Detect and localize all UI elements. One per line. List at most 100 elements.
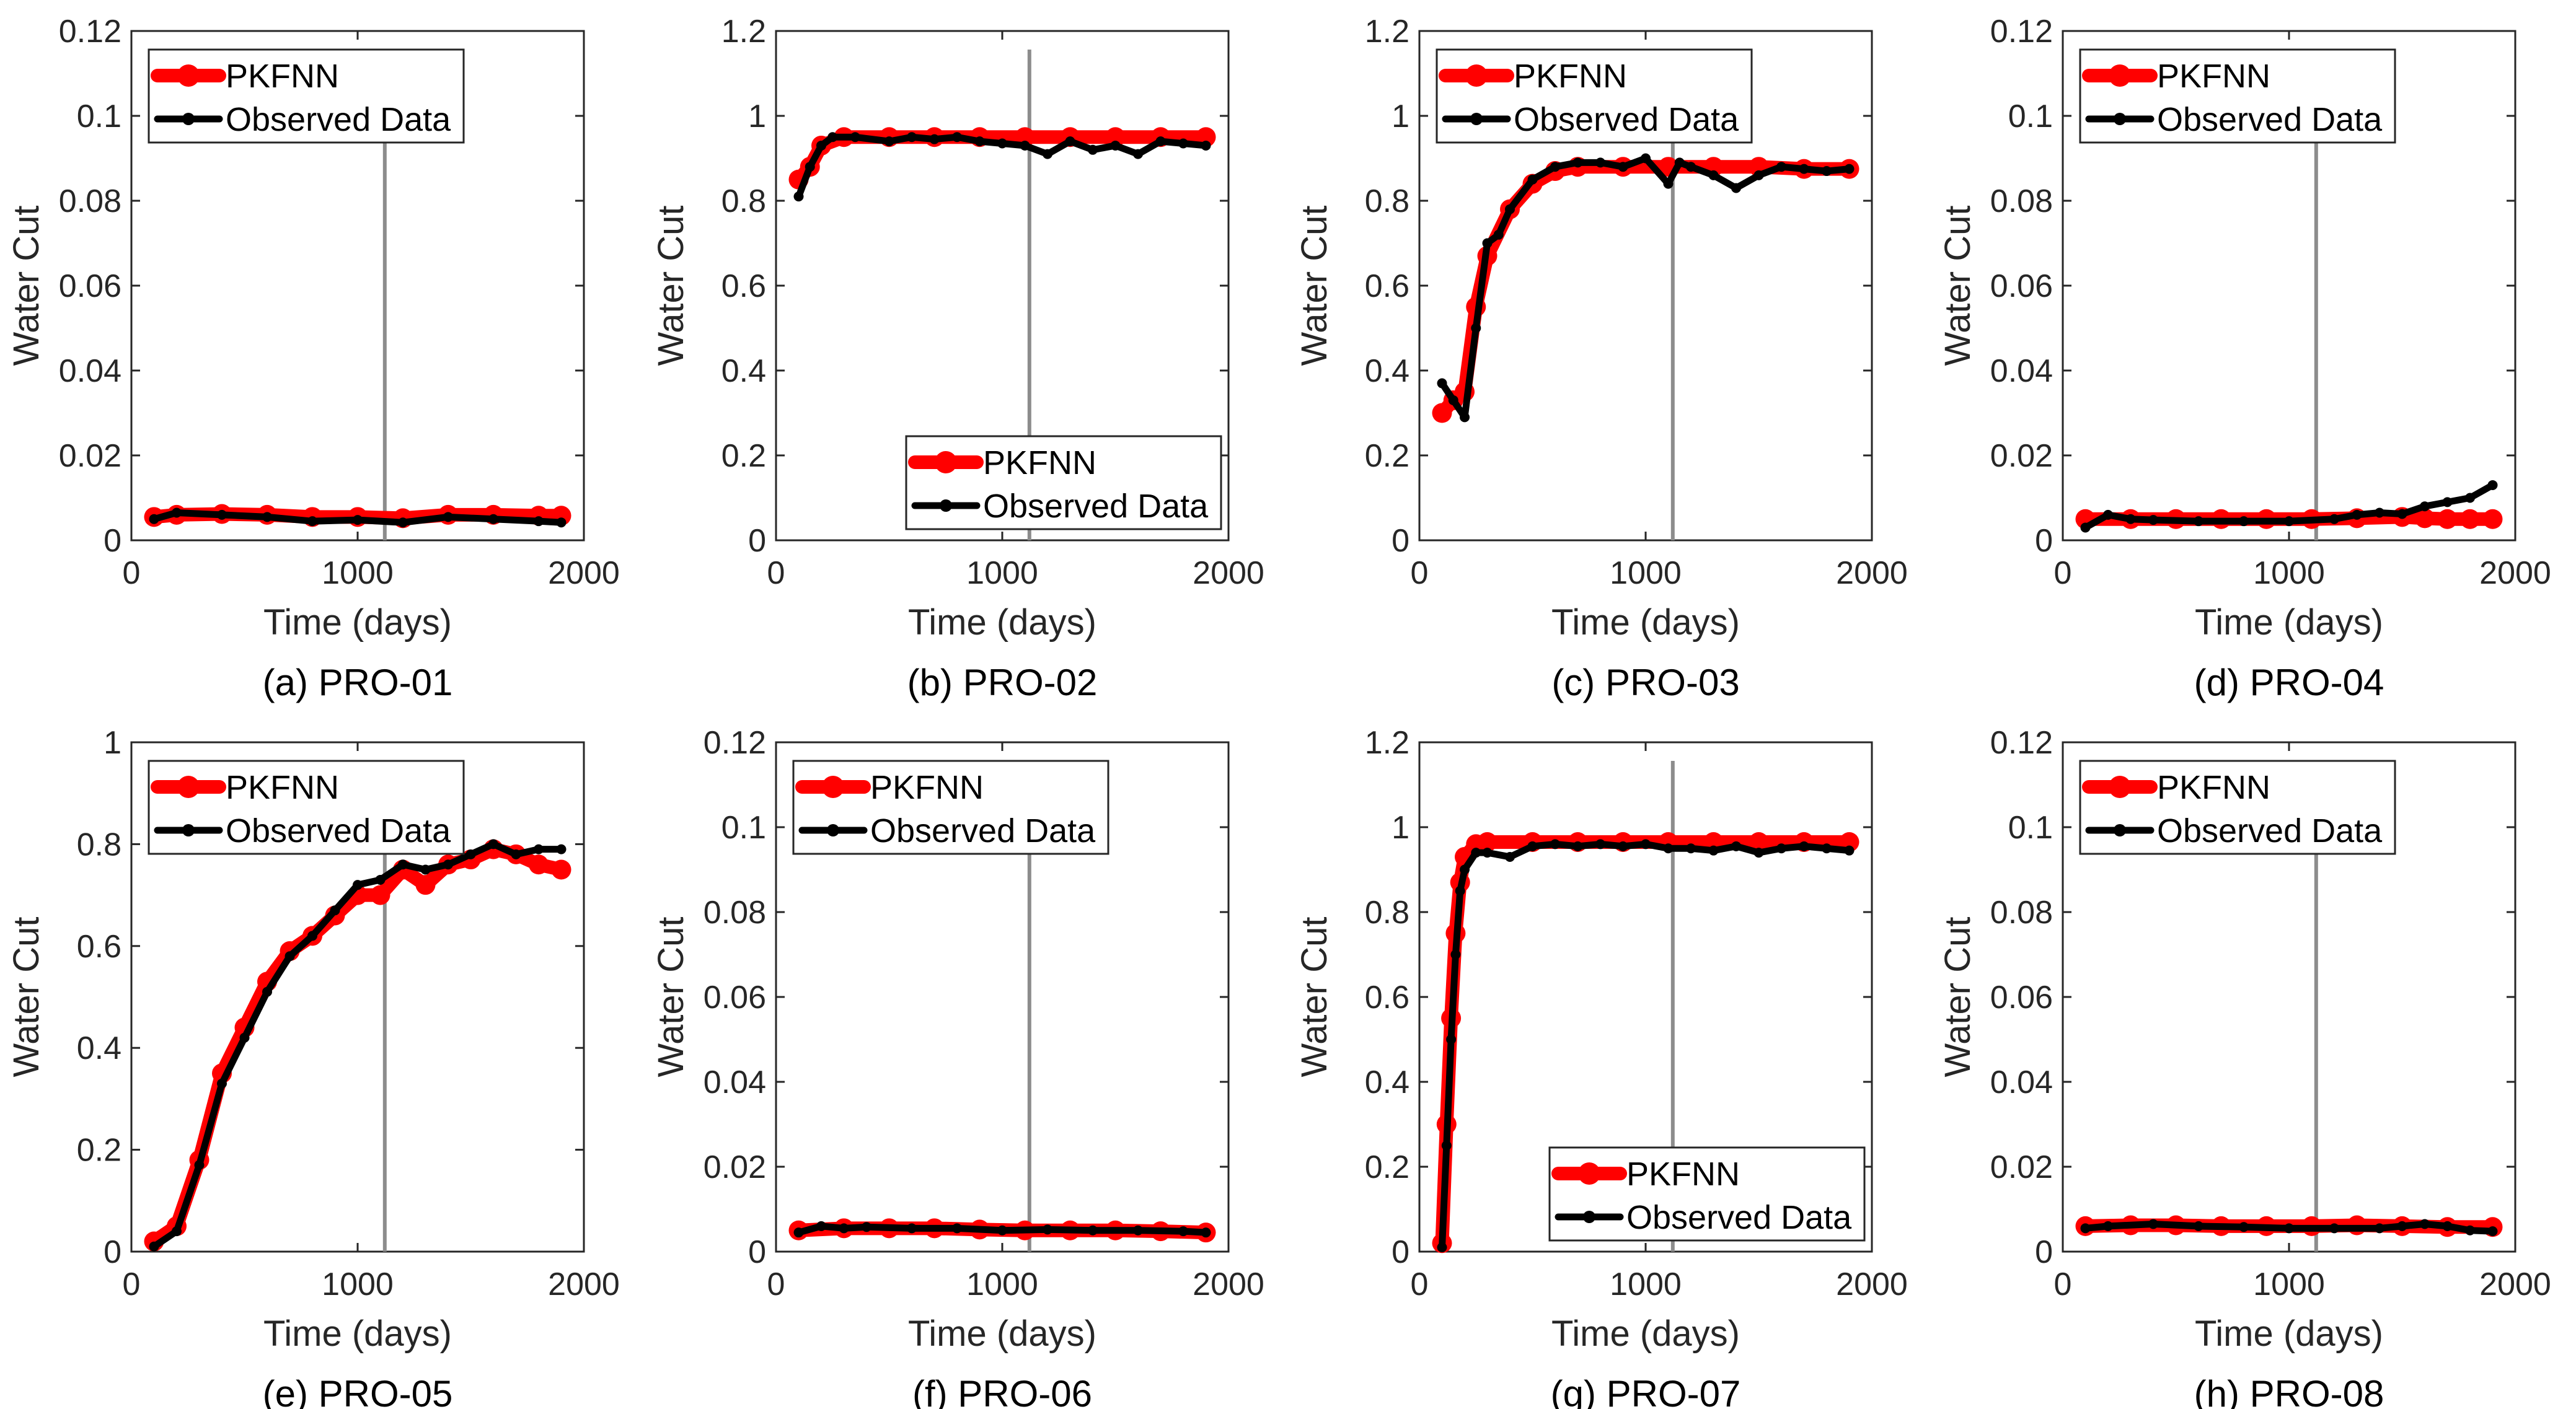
legend-swatch-marker: [2114, 824, 2126, 836]
data-point: [172, 507, 182, 518]
panel-4: 0 0.02 0.04 0.06 0.08 0.1 0.12 0 1000 2000 Time (d…: [1938, 14, 2551, 703]
y-tick-label: 0.2: [721, 438, 766, 474]
data-point: [1753, 170, 1764, 180]
data-point: [1731, 183, 1741, 193]
panel-6: 0 0.02 0.04 0.06 0.08 0.1 0.12 0 1000 2000 Time (d…: [651, 725, 1264, 1409]
x-tick-label: 0: [2054, 555, 2072, 591]
data-point: [2465, 493, 2475, 503]
x-tick-label: 1000: [2253, 555, 2325, 591]
data-point: [239, 1032, 250, 1043]
data-point: [420, 864, 431, 875]
data-point: [556, 844, 567, 854]
x-tick-label: 2000: [2479, 555, 2551, 591]
data-point: [1527, 174, 1538, 185]
y-tick-label: 0.4: [721, 353, 766, 389]
data-point: [1776, 162, 1786, 172]
data-point: [1493, 229, 1504, 240]
data-point: [2397, 509, 2407, 519]
series-observed-data: [793, 132, 1211, 202]
x-tick-label: 1000: [322, 1266, 394, 1302]
y-tick-label: 0.2: [1365, 1149, 1409, 1185]
legend-swatch-marker: [177, 64, 200, 87]
data-point: [2125, 514, 2136, 524]
legend-label: Observed Data: [226, 101, 451, 138]
data-point: [1731, 841, 1741, 851]
data-point: [862, 1222, 871, 1232]
x-axis-label: Time (days): [2195, 1314, 2383, 1354]
data-point: [2148, 1219, 2158, 1229]
y-axis-label: Water Cut: [1938, 917, 1978, 1078]
data-point: [1674, 157, 1685, 168]
data-point: [2352, 509, 2362, 520]
legend-swatch-marker: [935, 451, 957, 473]
data-point: [974, 136, 985, 147]
y-tick-label: 0.04: [1990, 1064, 2053, 1100]
panel-3: 0 0.2 0.4 0.6 0.8 1 1.2 0 1000 2000 Time (days) Wat…: [1294, 14, 1908, 703]
y-tick-label: 0.8: [1365, 895, 1409, 931]
data-point: [172, 1226, 182, 1237]
data-point: [1663, 178, 1674, 189]
data-point: [330, 905, 340, 916]
y-tick-label: 0: [2035, 523, 2053, 559]
data-point: [1432, 403, 1452, 423]
panel-5: 0 0.2 0.4 0.6 0.8 1 0 1000 2000 Time (days) Water …: [6, 725, 620, 1409]
data-point: [1663, 843, 1674, 854]
y-tick-label: 0.8: [77, 827, 121, 863]
legend-label: PKFNN: [226, 58, 339, 95]
data-point: [793, 1227, 804, 1238]
y-tick-label: 0.12: [1990, 725, 2053, 761]
panel-7: 0 0.2 0.4 0.6 0.8 1 1.2 0 1000 2000 Time (days) Wat…: [1294, 725, 1908, 1409]
data-point: [149, 514, 159, 524]
y-axis-label: Water Cut: [651, 917, 691, 1078]
y-tick-label: 0.12: [704, 725, 766, 761]
data-point: [884, 136, 894, 147]
legend-swatch-marker: [2114, 113, 2126, 125]
data-point: [1618, 162, 1628, 172]
legend-swatch-marker: [822, 776, 844, 798]
data-point: [556, 517, 567, 528]
y-axis-label: Water Cut: [6, 206, 46, 366]
data-point: [1595, 839, 1605, 849]
data-point: [1482, 238, 1493, 248]
data-point: [2194, 1221, 2203, 1231]
data-point: [217, 1078, 227, 1089]
data-point: [1844, 164, 1855, 174]
y-tick-label: 0: [1392, 1234, 1409, 1270]
y-tick-label: 0.08: [1990, 895, 2053, 931]
legend: PKFNN Observed Data: [148, 760, 465, 855]
legend-swatch-marker: [1470, 113, 1483, 125]
data-point: [2329, 1223, 2339, 1234]
x-axis-label: Time (days): [1551, 602, 1740, 643]
y-tick-label: 0.6: [1365, 980, 1409, 1016]
y-tick-label: 0: [2035, 1234, 2053, 1270]
data-point: [262, 986, 272, 997]
data-point: [1437, 378, 1447, 388]
data-point: [1133, 1225, 1143, 1236]
legend: PKFNN Observed Data: [2079, 48, 2396, 144]
data-point: [415, 875, 436, 895]
y-tick-label: 1.2: [1365, 725, 1409, 761]
series-observed-data: [1437, 153, 1855, 423]
y-tick-label: 0.02: [1990, 1149, 2053, 1185]
data-point: [1799, 841, 1809, 851]
y-tick-label: 0: [104, 523, 121, 559]
legend-label: PKFNN: [1514, 58, 1627, 95]
data-point: [1043, 149, 1052, 159]
data-point: [1641, 839, 1651, 849]
data-point: [443, 512, 453, 522]
data-point: [2420, 1219, 2430, 1229]
series-observed-data: [793, 1221, 1211, 1238]
data-point: [1799, 164, 1809, 174]
x-tick-label: 0: [123, 1266, 141, 1302]
data-point: [816, 140, 826, 151]
y-tick-label: 0.06: [59, 268, 121, 304]
legend-label: Observed Data: [1626, 1199, 1852, 1236]
y-tick-label: 0: [748, 1234, 766, 1270]
data-point: [1133, 149, 1143, 159]
legend-swatch-marker: [182, 113, 195, 125]
legend-swatch-marker: [2109, 776, 2131, 798]
data-point: [1020, 140, 1030, 151]
legend-label: PKFNN: [1626, 1156, 1740, 1193]
data-point: [805, 162, 815, 172]
x-tick-label: 1000: [2253, 1266, 2325, 1302]
